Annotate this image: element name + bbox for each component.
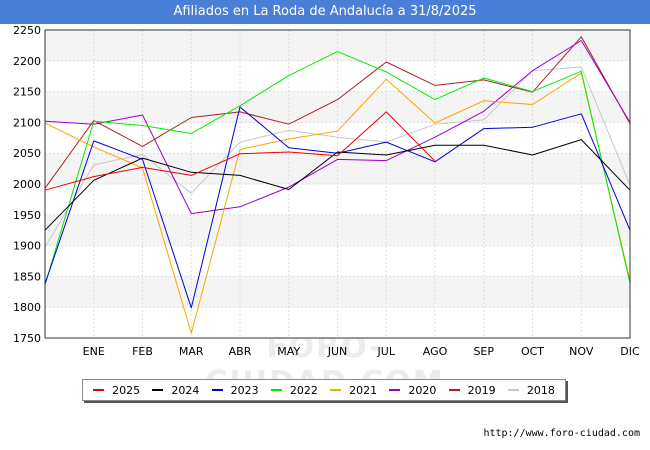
legend-label: 2025 [112,383,141,397]
legend-label: 2020 [408,383,437,397]
series-line-2021 [44,72,631,334]
series-line-2020 [44,40,631,215]
series-line-2022 [44,51,631,286]
x-axis-ticks: ENE FEB MAR ABR MAY JUN JUL AGO SEP OCT NOV DIC [83,345,640,358]
legend-item-2025: 2025 [93,384,140,397]
y-tick-label: 1950 [13,209,41,222]
legend-swatch [152,389,164,391]
series-line-2025 [44,111,436,191]
x-tick-label: ABR [229,345,252,358]
legend-item-2021: 2021 [330,384,377,397]
source-url: http://www.foro-ciudad.com [483,428,640,439]
legend-label: 2022 [289,383,318,397]
legend-item-2020: 2020 [389,384,436,397]
x-tick-label: AGO [423,345,448,358]
x-tick-label: JUL [377,345,396,358]
legend-swatch [211,389,223,391]
legend-swatch [507,389,519,391]
y-tick-label: 2050 [13,147,41,160]
y-tick-label: 1900 [13,240,41,253]
y-tick-label: 1850 [13,270,41,283]
chart-legend: 2025 2024 2023 2022 2021 2020 2019 2018 [82,379,566,401]
legend-label: 2023 [230,383,259,397]
plot-border [44,29,631,339]
series-line-2023 [44,106,631,309]
legend-label: 2019 [467,383,496,397]
chart-title: Afiliados en La Roda de Andalucía a 31/8… [0,0,650,24]
x-tick-label: OCT [521,345,544,358]
y-tick-label: 2000 [13,178,41,191]
legend-swatch [448,389,460,391]
series-line-2019 [44,36,631,189]
legend-label: 2018 [526,383,555,397]
series-lines [44,36,631,334]
y-tick-label: 1800 [13,301,41,314]
legend-item-2023: 2023 [211,383,259,397]
legend-swatch [389,389,401,391]
legend-item-2024: 2024 [152,384,199,397]
y-tick-label: 1750 [13,332,41,345]
legend-label: 2024 [171,383,200,397]
y-tick-label: 2250 [13,24,41,37]
legend-swatch [270,389,282,391]
legend-swatch [93,389,105,391]
x-tick-label: ENE [83,345,105,358]
x-tick-label: JUN [327,345,348,358]
legend-label: 2021 [349,383,378,397]
x-tick-label: NOV [569,345,594,358]
x-tick-label: DIC [620,345,640,358]
legend-item-2018: 2018 [507,383,555,397]
x-tick-label: SEP [473,345,494,358]
series-line-2024 [44,139,631,231]
x-tick-label: MAY [277,345,300,358]
legend-item-2022: 2022 [270,383,318,397]
y-tick-label: 2100 [13,116,41,129]
axes [44,29,631,339]
y-tick-label: 2150 [13,86,41,99]
x-tick-label: FEB [132,345,153,358]
legend-swatch [330,389,342,391]
legend-item-2019: 2019 [448,383,496,397]
y-axis-ticks: 1750 1800 1850 1900 1950 2000 2050 2100 2150 2200… [13,24,41,345]
x-tick-label: MAR [179,345,204,358]
y-tick-label: 2200 [13,55,41,68]
